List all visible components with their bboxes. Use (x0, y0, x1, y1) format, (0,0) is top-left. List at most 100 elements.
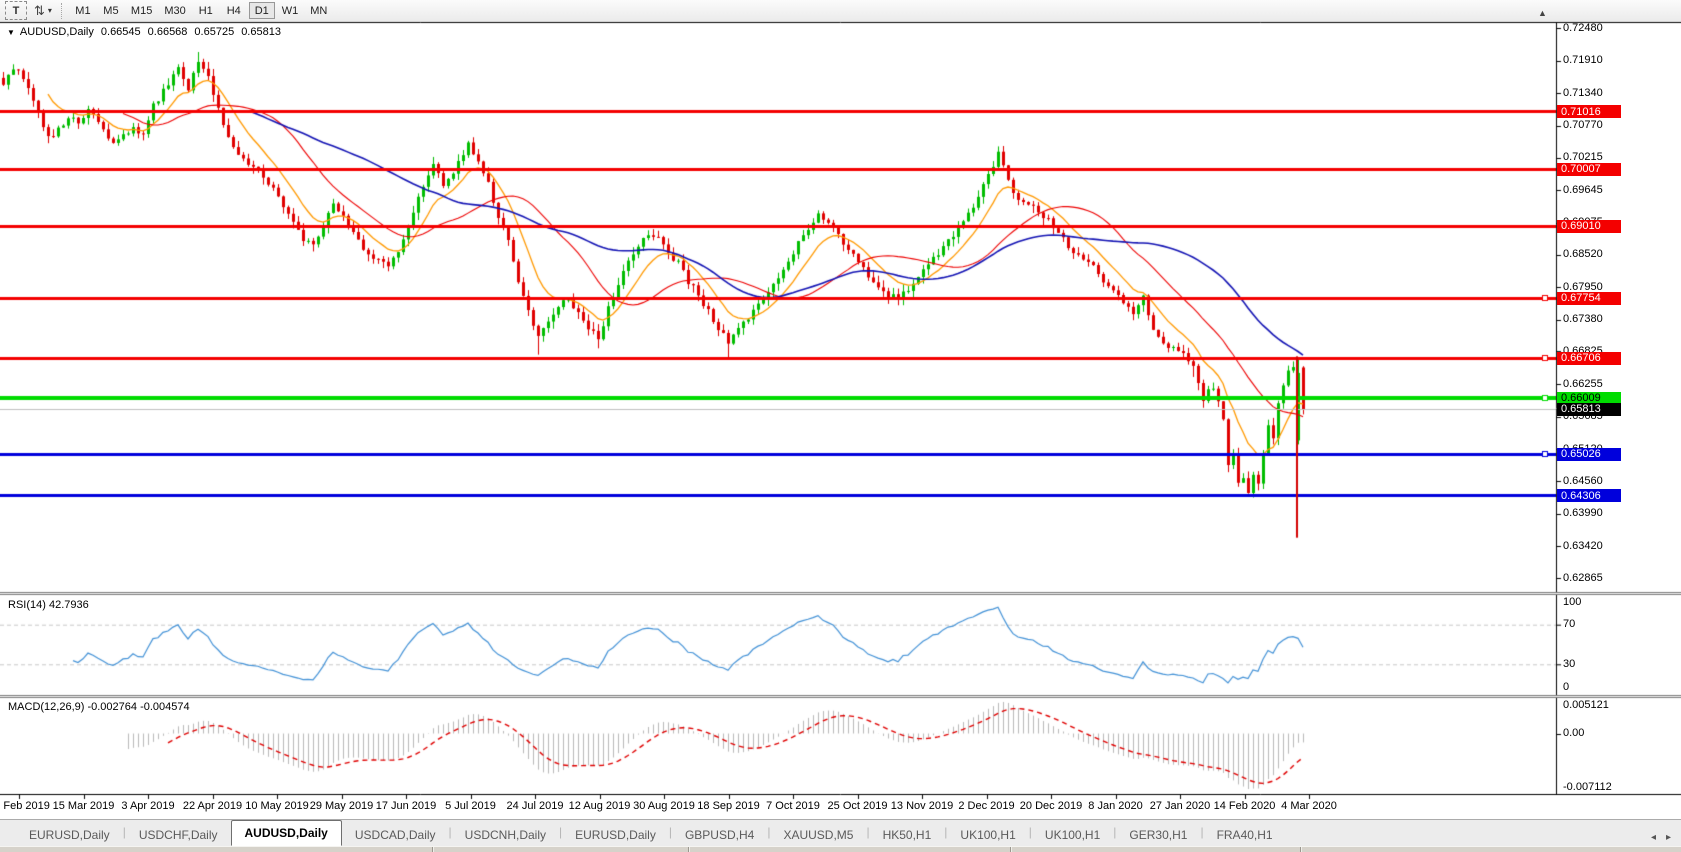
close-value: 0.65813 (241, 26, 281, 38)
price-tick-label: 0.67950 (1563, 280, 1603, 293)
date-label: 13 Nov 2019 (890, 800, 954, 812)
chart-shift-marker-icon: ▲ (1538, 8, 1547, 18)
tab-scroll-left-icon[interactable]: ◂ (1650, 832, 1656, 843)
price-tick-label: 0.71340 (1563, 86, 1603, 99)
price-line-label: 0.67754 (1557, 291, 1621, 305)
tab-separator: | (668, 824, 672, 839)
date-label: 4 Mar 2020 (1281, 800, 1337, 812)
timeframe-button-m1[interactable]: M1 (75, 4, 91, 17)
date-label: 14 Feb 2020 (1213, 800, 1276, 812)
date-label: 18 Sep 2019 (697, 800, 760, 812)
arrows-tool-button[interactable]: ⇅ ▾ (31, 2, 55, 19)
timeframe-button-w1[interactable]: W1 (281, 4, 299, 17)
price-line-label: 0.65813 (1557, 402, 1621, 416)
text-tool-button[interactable]: T (5, 1, 27, 20)
price-line-label: 0.66706 (1557, 351, 1621, 365)
timeframe-button-m30[interactable]: M30 (164, 4, 186, 17)
price-tick-label: 0.72480 (1563, 21, 1603, 34)
chart-menu-triangle-icon[interactable]: ▼ (7, 27, 15, 37)
price-line-label: 0.69010 (1557, 219, 1621, 233)
price-tick-label: 0.68520 (1563, 248, 1603, 261)
macd-scale-label: 0.005121 (1563, 699, 1609, 711)
timeframe-button-d1[interactable]: D1 (248, 2, 275, 19)
statusbar-separator (1010, 847, 1012, 852)
rsi-scale-label: 30 (1563, 657, 1576, 670)
date-label: 3 Apr 2019 (121, 800, 175, 812)
toolbar-separator (60, 2, 63, 19)
price-tick-label: 0.71910 (1563, 54, 1603, 67)
rsi-scale-label: 0 (1563, 681, 1570, 693)
symbol-period-label: AUDUSD,Daily (19, 26, 94, 38)
price-tick-label: 0.66255 (1563, 377, 1603, 390)
date-label: 15 Mar 2019 (52, 800, 115, 812)
chart-tab-usdcnh-daily[interactable]: USDCNH,Daily (464, 828, 547, 842)
price-tick-label: 0.63990 (1563, 507, 1603, 520)
date-label: 25 Oct 2019 (827, 800, 888, 812)
price-tick-label: 0.64560 (1563, 474, 1603, 487)
date-label: 29 May 2019 (309, 800, 374, 812)
statusbar-separator (432, 847, 434, 852)
date-label: 20 Dec 2019 (1019, 800, 1083, 812)
high-value: 0.66568 (147, 26, 188, 38)
tab-separator: | (448, 824, 452, 839)
price-tick-label: 0.70215 (1563, 151, 1603, 164)
timeframe-button-m15[interactable]: M15 (130, 4, 153, 17)
chart-tab-bar: EURUSD,Daily | USDCHF,Daily AUDUSD,Daily USD… (0, 819, 1681, 846)
tab-separator: | (559, 824, 563, 839)
macd-scale-label: -0.007112 (1563, 781, 1612, 793)
rsi-scale-label: 70 (1563, 618, 1576, 631)
date-label: 25 Feb 2019 (0, 800, 50, 812)
chevron-down-icon: ▾ (47, 6, 52, 15)
tab-scroll-right-icon[interactable]: ▸ (1665, 832, 1671, 843)
date-label: 12 Aug 2019 (568, 800, 631, 812)
timeframe-button-h1[interactable]: H1 (198, 4, 213, 17)
statusbar-separator (1300, 847, 1302, 852)
macd-scale-label: 0.00 (1563, 727, 1585, 740)
tab-nav: ◂ ▸ (1651, 832, 1671, 845)
date-label: 2 Dec 2019 (958, 800, 1015, 812)
chart-tab-hk50-h1[interactable]: HK50,H1 (882, 828, 932, 842)
chart-tab-audusd-daily[interactable]: AUDUSD,Daily (230, 820, 342, 846)
timeframe-button-h4[interactable]: H4 (226, 4, 241, 17)
date-label: 24 Jul 2019 (506, 800, 564, 812)
arrows-icon: ⇅ (34, 3, 45, 18)
date-label: 17 Jun 2019 (375, 800, 437, 812)
rsi-label: RSI(14) 42.7936 (8, 599, 89, 611)
price-tick-label: 0.67380 (1563, 313, 1603, 326)
timeframe-button-mn[interactable]: MN (310, 4, 328, 17)
tab-separator: | (866, 824, 870, 839)
tab-separator: | (122, 824, 126, 839)
chart-tab-fra40-h1[interactable]: FRA40,H1 (1216, 828, 1273, 842)
chart-tab-uk100-h1[interactable]: UK100,H1 (960, 828, 1016, 842)
chart-tab-eurusd-daily[interactable]: EURUSD,Daily (29, 828, 110, 842)
timeframe-button-m5[interactable]: M5 (103, 4, 119, 17)
tab-separator: | (1113, 824, 1117, 839)
macd-label: MACD(12,26,9) -0.002764 -0.004574 (8, 701, 190, 713)
price-line-label: 0.66009 (1557, 391, 1621, 405)
chart-tab-ger30-h1[interactable]: GER30,H1 (1129, 828, 1188, 842)
statusbar-separator (688, 847, 690, 852)
price-tick-label: 0.69645 (1563, 183, 1603, 196)
chart-title: ▼ AUDUSD,Daily 0.66545 0.66568 0.65725 0… (7, 26, 281, 38)
date-label: 8 Jan 2020 (1088, 800, 1143, 812)
price-line-label: 0.70007 (1557, 162, 1621, 176)
price-tick-label: 0.62865 (1563, 571, 1603, 584)
chart-tab-usdchf-daily[interactable]: USDCHF,Daily (138, 828, 218, 842)
date-label: 5 Jul 2019 (445, 800, 496, 812)
status-bar (0, 846, 1681, 852)
date-label: 22 Apr 2019 (182, 800, 243, 812)
price-tick-label: 0.63420 (1563, 539, 1603, 552)
chart-tab-xauusd-m5[interactable]: XAUUSD,M5 (783, 828, 854, 842)
chart-tab-gbpusd-h4[interactable]: GBPUSD,H4 (684, 828, 755, 842)
chart-tab-eurusd-daily[interactable]: EURUSD,Daily (575, 828, 656, 842)
low-value: 0.65725 (194, 26, 235, 38)
chart-tab-uk100-h1[interactable]: UK100,H1 (1044, 828, 1101, 842)
date-label: 27 Jan 2020 (1149, 800, 1211, 812)
rsi-scale-label: 100 (1563, 596, 1582, 608)
text-tool-label: T (12, 4, 20, 17)
toolbar: T ⇅ ▾ M1 M5 M15 M30 H1 H4 D1 W1 MN (0, 0, 1681, 22)
chart-tab-usdcad-daily[interactable]: USDCAD,Daily (354, 828, 436, 842)
tab-separator: | (1200, 824, 1204, 839)
open-value: 0.66545 (100, 26, 141, 38)
